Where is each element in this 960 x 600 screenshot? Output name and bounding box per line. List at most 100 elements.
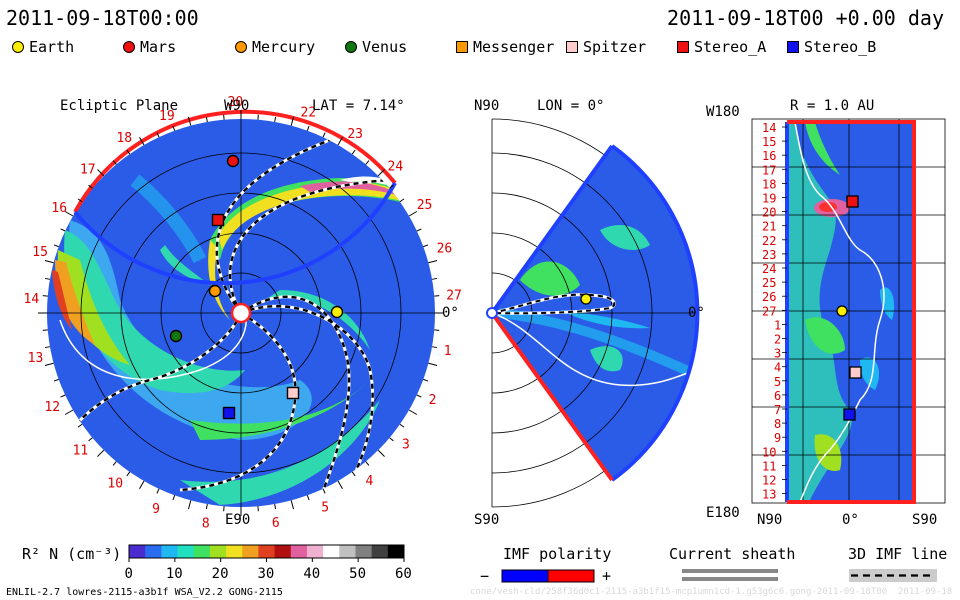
colorbar-tick-label: 20 bbox=[212, 566, 229, 582]
legend-label: Spitzer bbox=[583, 38, 647, 56]
colorbar-segment bbox=[177, 545, 195, 558]
footer-right-date: 2011-09-18 bbox=[898, 587, 953, 597]
current-sheath-title: Current sheath bbox=[669, 545, 796, 563]
mercury-marker-icon bbox=[235, 41, 247, 53]
imf-minus: − bbox=[480, 567, 490, 585]
sector-number: 15 bbox=[32, 245, 48, 260]
legend-item-mars: Mars bbox=[123, 38, 176, 56]
colorbar-tick-label: 10 bbox=[166, 566, 183, 582]
sphere-row-label: 10 bbox=[762, 445, 776, 459]
sector-number: 12 bbox=[44, 400, 60, 415]
legend-label: Venus bbox=[362, 38, 408, 56]
sphere-row-label: 20 bbox=[762, 206, 776, 220]
colorbar-segment bbox=[387, 545, 405, 558]
meridional-earth-marker bbox=[580, 293, 592, 305]
footer-right: cone/vesh-cld/258f36d0c1-2115-a3b1f15-mc… bbox=[470, 587, 888, 597]
sphere-row-label: 7 bbox=[774, 403, 781, 417]
colorbar-segment bbox=[339, 545, 356, 558]
sector-number: 24 bbox=[388, 160, 404, 175]
sphere-row-label: 23 bbox=[762, 248, 776, 262]
sphere-row-label: 21 bbox=[762, 220, 776, 234]
sector-number: 18 bbox=[116, 131, 132, 146]
sphere-row-label: 1 bbox=[774, 318, 781, 332]
spitzer-ecliptic-marker bbox=[286, 386, 300, 400]
colorbar-segment bbox=[274, 545, 292, 558]
legend-item-venus: Venus bbox=[345, 38, 407, 56]
legend-label: Stereo_B bbox=[804, 38, 877, 56]
colorbar-segment bbox=[193, 545, 211, 558]
sector-number: 26 bbox=[437, 241, 453, 256]
sector-number: 16 bbox=[51, 201, 67, 216]
sphere-row-label: 24 bbox=[762, 262, 776, 276]
meridional-lon-label: LON = 0° bbox=[537, 98, 604, 114]
ecliptic-title: Ecliptic Plane bbox=[60, 98, 178, 114]
sphere-stereo-b-marker bbox=[843, 408, 856, 421]
sphere-row-label: 13 bbox=[762, 488, 776, 502]
legend-label: Mars bbox=[140, 38, 177, 56]
meridional-bottom-label: S90 bbox=[474, 512, 499, 528]
colorbar-tick-label: 60 bbox=[395, 566, 412, 582]
current-sheath-legend bbox=[682, 569, 778, 582]
sphere-row-label: 16 bbox=[762, 149, 776, 163]
earth-ecliptic-marker bbox=[330, 305, 344, 319]
sphere-row-label: 2 bbox=[774, 333, 781, 347]
sphere-row-label: 19 bbox=[762, 192, 776, 206]
footer-left: ENLIL-2.7 lowres-2115-a3b1f WSA_V2.2 GON… bbox=[6, 587, 283, 598]
mars-ecliptic-marker bbox=[226, 154, 240, 168]
colorbar-segment bbox=[161, 545, 179, 558]
colorbar-segment bbox=[290, 545, 308, 558]
legend-item-stereo_a: Stereo_A bbox=[677, 38, 766, 56]
meridional-top-label: N90 bbox=[474, 98, 499, 114]
sector-number: 14 bbox=[24, 292, 40, 307]
ecliptic-bottom-label: E90 bbox=[225, 512, 250, 528]
colorbar-segment bbox=[242, 545, 259, 558]
sphere-row-label: 4 bbox=[774, 361, 781, 375]
sphere-row-label: 6 bbox=[774, 389, 781, 403]
sphere-row-label: 3 bbox=[774, 347, 781, 361]
stereo_a-marker-icon bbox=[677, 41, 689, 53]
imf-line-title: 3D IMF line bbox=[848, 545, 948, 563]
colorbar-tick-label: 30 bbox=[258, 566, 275, 582]
sphere-stereo-a-marker bbox=[846, 195, 859, 208]
imf-polarity-legend bbox=[501, 569, 595, 583]
sector-number: 19 bbox=[159, 109, 175, 124]
colorbar-label: R² N (cm⁻³) bbox=[22, 545, 122, 563]
earth-marker-icon bbox=[12, 41, 24, 53]
legend-item-earth: Earth bbox=[12, 38, 74, 56]
legend-item-mercury: Mercury bbox=[235, 38, 315, 56]
imf-plus: + bbox=[602, 567, 612, 585]
ecliptic-top-label: W90 bbox=[224, 98, 249, 114]
stereo_a-ecliptic-marker bbox=[211, 213, 225, 227]
stereo_b-ecliptic-marker bbox=[222, 406, 236, 420]
header-left-time: 2011-09-18T00:00 bbox=[6, 6, 199, 30]
mercury-ecliptic-marker bbox=[208, 284, 222, 298]
sector-number: 20 bbox=[228, 95, 244, 110]
sphere-row-label: 18 bbox=[762, 177, 776, 191]
legend-label: Stereo_A bbox=[694, 38, 767, 56]
ecliptic-right-label: 0° bbox=[442, 305, 459, 321]
colorbar-tick-label: 40 bbox=[303, 566, 320, 582]
imf-polarity-title: IMF polarity bbox=[503, 545, 612, 563]
header-right-time: 2011-09-18T00 +0.00 day bbox=[667, 6, 944, 30]
sector-number: 23 bbox=[347, 127, 363, 142]
ecliptic-lat-label: LAT = 7.14° bbox=[312, 98, 405, 114]
sector-number: 6 bbox=[272, 516, 280, 531]
sector-number: 5 bbox=[321, 501, 329, 516]
sphere-earth-marker bbox=[836, 305, 848, 317]
sphere-row-label: 17 bbox=[762, 163, 776, 177]
sphere-map-plot: 1415161718192021222324252627123456789101… bbox=[706, 98, 946, 528]
sphere-title: R = 1.0 AU bbox=[790, 98, 874, 114]
sphere-row-label: 15 bbox=[762, 135, 776, 149]
colorbar-segment bbox=[226, 545, 243, 558]
sphere-top-left: W180 bbox=[706, 104, 740, 120]
legend-label: Mercury bbox=[252, 38, 316, 56]
sector-number: 13 bbox=[28, 351, 44, 366]
sphere-spitzer-marker bbox=[849, 366, 862, 379]
ecliptic-plane-plot: 2022232425262712345689101112131415161718… bbox=[24, 95, 462, 531]
colorbar-segment bbox=[355, 545, 373, 558]
sphere-row-label: 12 bbox=[762, 474, 776, 488]
sphere-row-label: 26 bbox=[762, 290, 776, 304]
sphere-row-label: 11 bbox=[762, 459, 776, 473]
colorbar-tick-label: 0 bbox=[125, 566, 133, 582]
